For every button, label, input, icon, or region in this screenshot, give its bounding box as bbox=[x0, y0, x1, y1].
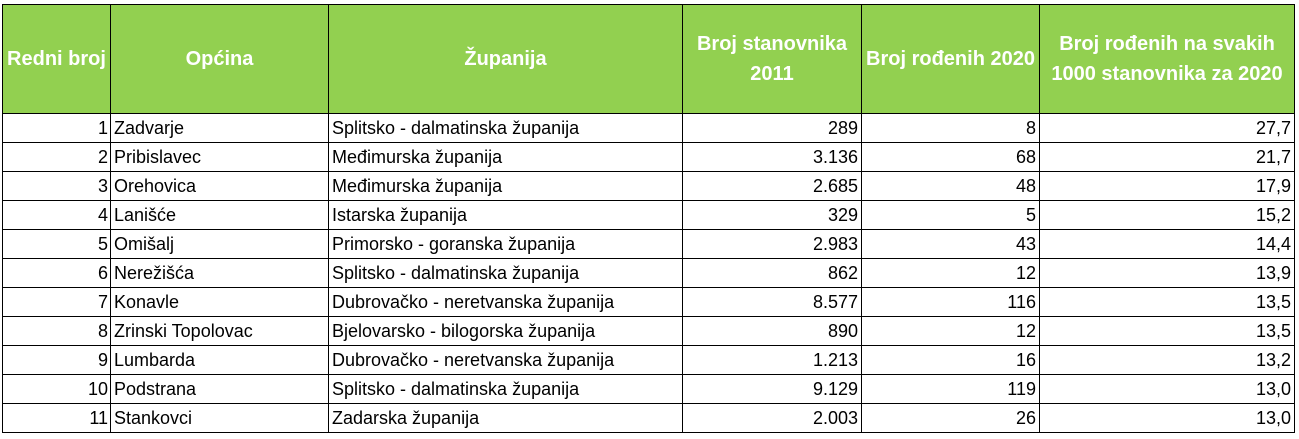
header-zupanija[interactable]: Županija bbox=[328, 4, 683, 114]
cell-redni-broj[interactable]: 9 bbox=[2, 345, 111, 375]
cell-broj-stanovnika[interactable]: 890 bbox=[682, 316, 862, 346]
cell-na-1000[interactable]: 14,4 bbox=[1039, 229, 1295, 259]
cell-na-1000[interactable]: 13,9 bbox=[1039, 258, 1295, 288]
cell-broj-rodjenih[interactable]: 16 bbox=[861, 345, 1040, 375]
cell-broj-stanovnika[interactable]: 2.003 bbox=[682, 403, 862, 433]
cell-na-1000[interactable]: 13,0 bbox=[1039, 403, 1295, 433]
cell-broj-rodjenih[interactable]: 43 bbox=[861, 229, 1040, 259]
cell-opcina[interactable]: Stankovci bbox=[110, 403, 329, 433]
cell-opcina[interactable]: Zadvarje bbox=[110, 113, 329, 143]
header-broj-stanovnika[interactable]: Broj stanovnika 2011 bbox=[682, 4, 862, 114]
cell-redni-broj[interactable]: 7 bbox=[2, 287, 111, 317]
cell-broj-stanovnika[interactable]: 862 bbox=[682, 258, 862, 288]
cell-zupanija[interactable]: Splitsko - dalmatinska županija bbox=[328, 258, 683, 288]
cell-zupanija[interactable]: Istarska županija bbox=[328, 200, 683, 230]
cell-na-1000[interactable]: 27,7 bbox=[1039, 113, 1295, 143]
cell-opcina[interactable]: Lanišće bbox=[110, 200, 329, 230]
cell-redni-broj[interactable]: 2 bbox=[2, 142, 111, 172]
header-na-1000[interactable]: Broj rođenih na svakih 1000 stanovnika z… bbox=[1039, 4, 1295, 114]
cell-redni-broj[interactable]: 5 bbox=[2, 229, 111, 259]
cell-opcina[interactable]: Nerežišća bbox=[110, 258, 329, 288]
cell-na-1000[interactable]: 13,5 bbox=[1039, 287, 1295, 317]
cell-opcina[interactable]: Lumbarda bbox=[110, 345, 329, 375]
cell-broj-stanovnika[interactable]: 2.983 bbox=[682, 229, 862, 259]
cell-na-1000[interactable]: 13,2 bbox=[1039, 345, 1295, 375]
cell-redni-broj[interactable]: 8 bbox=[2, 316, 111, 346]
table-row: 5 Omišalj Primorsko - goranska županija 2.9… bbox=[2, 229, 1295, 259]
cell-opcina[interactable]: Orehovica bbox=[110, 171, 329, 201]
cell-na-1000[interactable]: 13,0 bbox=[1039, 374, 1295, 404]
cell-broj-stanovnika[interactable]: 2.685 bbox=[682, 171, 862, 201]
table-row: 8 Zrinski Topolovac Bjelovarsko - bilogors… bbox=[2, 316, 1295, 346]
cell-broj-stanovnika[interactable]: 1.213 bbox=[682, 345, 862, 375]
table-row: 1 Zadvarje Splitsko - dalmatinska županija… bbox=[2, 113, 1295, 143]
cell-broj-stanovnika[interactable]: 8.577 bbox=[682, 287, 862, 317]
cell-broj-rodjenih[interactable]: 5 bbox=[861, 200, 1040, 230]
cell-zupanija[interactable]: Bjelovarsko - bilogorska županija bbox=[328, 316, 683, 346]
header-row: Redni broj Općina Županija Broj stanovni… bbox=[2, 4, 1295, 114]
cell-broj-stanovnika[interactable]: 329 bbox=[682, 200, 862, 230]
cell-na-1000[interactable]: 21,7 bbox=[1039, 142, 1295, 172]
header-redni-broj[interactable]: Redni broj bbox=[2, 4, 111, 114]
header-opcina[interactable]: Općina bbox=[110, 4, 329, 114]
header-broj-rodjenih[interactable]: Broj rođenih 2020 bbox=[861, 4, 1040, 114]
cell-opcina[interactable]: Konavle bbox=[110, 287, 329, 317]
table-row: 3 Orehovica Međimurska županija 2.685 48 17,9 bbox=[2, 171, 1295, 201]
cell-opcina[interactable]: Podstrana bbox=[110, 374, 329, 404]
cell-zupanija[interactable]: Splitsko - dalmatinska županija bbox=[328, 113, 683, 143]
cell-zupanija[interactable]: Međimurska županija bbox=[328, 142, 683, 172]
cell-redni-broj[interactable]: 6 bbox=[2, 258, 111, 288]
cell-broj-rodjenih[interactable]: 12 bbox=[861, 258, 1040, 288]
cell-redni-broj[interactable]: 1 bbox=[2, 113, 111, 143]
table-row: 6 Nerežišća Splitsko - dalmatinska županij… bbox=[2, 258, 1295, 288]
table-row: 10 Podstrana Splitsko - dalmatinska župani… bbox=[2, 374, 1295, 404]
cell-zupanija[interactable]: Zadarska županija bbox=[328, 403, 683, 433]
cell-broj-rodjenih[interactable]: 68 bbox=[861, 142, 1040, 172]
cell-redni-broj[interactable]: 10 bbox=[2, 374, 111, 404]
cell-broj-stanovnika[interactable]: 9.129 bbox=[682, 374, 862, 404]
cell-na-1000[interactable]: 17,9 bbox=[1039, 171, 1295, 201]
table-row: 7 Konavle Dubrovačko - neretvanska županij… bbox=[2, 287, 1295, 317]
cell-zupanija[interactable]: Splitsko - dalmatinska županija bbox=[328, 374, 683, 404]
cell-broj-rodjenih[interactable]: 12 bbox=[861, 316, 1040, 346]
cell-opcina[interactable]: Omišalj bbox=[110, 229, 329, 259]
cell-opcina[interactable]: Zrinski Topolovac bbox=[110, 316, 329, 346]
cell-redni-broj[interactable]: 11 bbox=[2, 403, 111, 433]
cell-na-1000[interactable]: 15,2 bbox=[1039, 200, 1295, 230]
cell-broj-rodjenih[interactable]: 8 bbox=[861, 113, 1040, 143]
cell-redni-broj[interactable]: 4 bbox=[2, 200, 111, 230]
table-row: 2 Pribislavec Međimurska županija 3.136 68 21… bbox=[2, 142, 1295, 172]
cell-broj-rodjenih[interactable]: 48 bbox=[861, 171, 1040, 201]
table-header: Redni broj Općina Županija Broj stanovni… bbox=[2, 4, 1295, 114]
table-row: 9 Lumbarda Dubrovačko - neretvanska župani… bbox=[2, 345, 1295, 375]
cell-broj-rodjenih[interactable]: 119 bbox=[861, 374, 1040, 404]
cell-broj-rodjenih[interactable]: 26 bbox=[861, 403, 1040, 433]
data-table: Redni broj Općina Županija Broj stanovni… bbox=[2, 4, 1295, 433]
cell-opcina[interactable]: Pribislavec bbox=[110, 142, 329, 172]
cell-redni-broj[interactable]: 3 bbox=[2, 171, 111, 201]
cell-broj-rodjenih[interactable]: 116 bbox=[861, 287, 1040, 317]
cell-na-1000[interactable]: 13,5 bbox=[1039, 316, 1295, 346]
cell-zupanija[interactable]: Međimurska županija bbox=[328, 171, 683, 201]
table-row: 11 Stankovci Zadarska županija 2.003 26 13,0 bbox=[2, 403, 1295, 433]
cell-broj-stanovnika[interactable]: 289 bbox=[682, 113, 862, 143]
cell-zupanija[interactable]: Primorsko - goranska županija bbox=[328, 229, 683, 259]
table-row: 4 Lanišće Istarska županija 329 5 15,2 bbox=[2, 200, 1295, 230]
cell-broj-stanovnika[interactable]: 3.136 bbox=[682, 142, 862, 172]
cell-zupanija[interactable]: Dubrovačko - neretvanska županija bbox=[328, 345, 683, 375]
cell-zupanija[interactable]: Dubrovačko - neretvanska županija bbox=[328, 287, 683, 317]
table-body: 1 Zadvarje Splitsko - dalmatinska županija… bbox=[2, 113, 1295, 433]
